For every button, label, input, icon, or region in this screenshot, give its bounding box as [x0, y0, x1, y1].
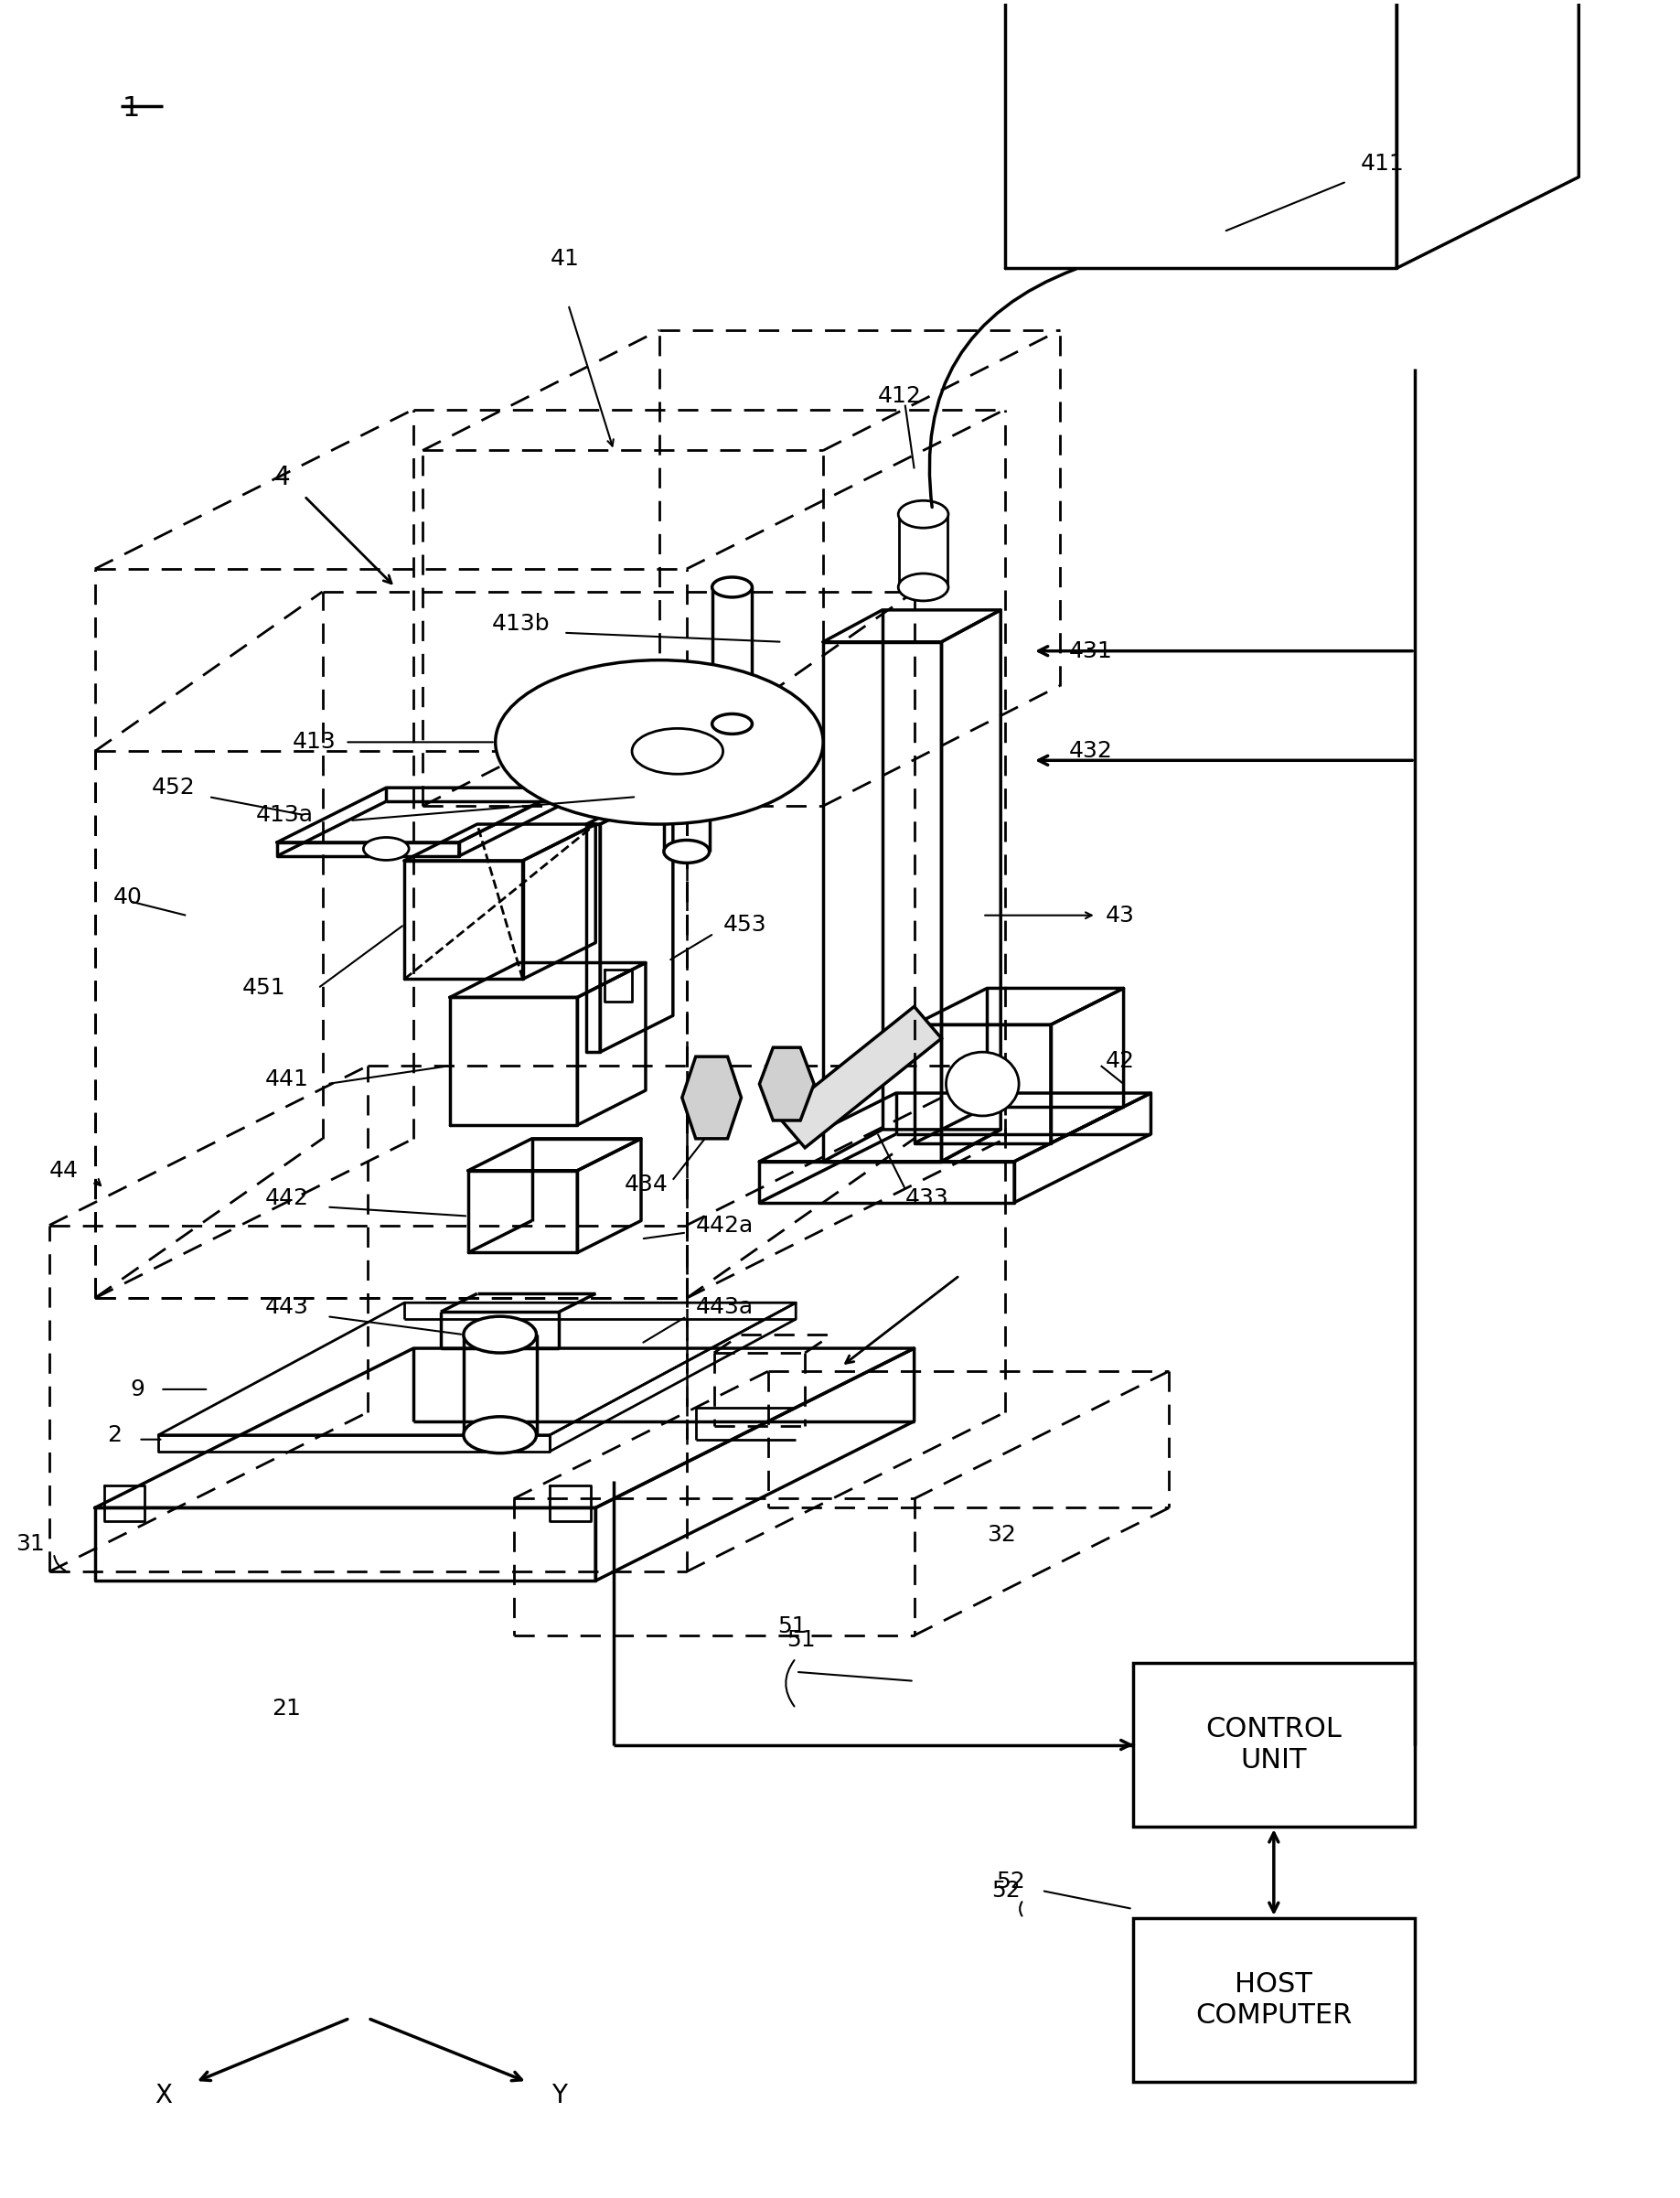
- Text: 44: 44: [49, 1161, 79, 1183]
- Text: 42: 42: [1105, 1051, 1134, 1073]
- Text: 452: 452: [151, 776, 195, 798]
- Text: 9: 9: [131, 1378, 144, 1400]
- Ellipse shape: [464, 1317, 536, 1352]
- Text: 411: 411: [1361, 152, 1404, 174]
- Text: 443: 443: [265, 1297, 309, 1319]
- Text: 413: 413: [292, 732, 336, 754]
- Text: 412: 412: [877, 385, 922, 407]
- Ellipse shape: [712, 578, 753, 598]
- Ellipse shape: [632, 728, 722, 774]
- Text: Y: Y: [551, 2084, 566, 2108]
- Polygon shape: [778, 1007, 941, 1147]
- Text: X: X: [155, 2084, 171, 2108]
- Text: 433: 433: [906, 1187, 949, 1209]
- Text: 431: 431: [1068, 640, 1112, 662]
- Ellipse shape: [946, 1053, 1018, 1117]
- Text: 434: 434: [625, 1174, 669, 1196]
- Text: 43: 43: [1105, 903, 1134, 925]
- Text: 40: 40: [113, 886, 143, 908]
- Text: 31: 31: [15, 1534, 45, 1556]
- Ellipse shape: [899, 574, 948, 600]
- Text: 441: 441: [265, 1068, 309, 1090]
- Text: 2: 2: [108, 1424, 123, 1446]
- Text: 451: 451: [242, 978, 286, 1000]
- Text: 413a: 413a: [255, 804, 314, 826]
- Text: 51: 51: [786, 1629, 816, 1651]
- Text: 21: 21: [272, 1697, 301, 1719]
- Text: 442a: 442a: [696, 1213, 754, 1235]
- Text: 443a: 443a: [696, 1297, 753, 1319]
- Text: 52: 52: [996, 1870, 1025, 1892]
- Text: 1: 1: [123, 95, 139, 121]
- Text: 413b: 413b: [492, 613, 549, 635]
- Ellipse shape: [363, 837, 408, 859]
- Text: 52: 52: [991, 1879, 1021, 1901]
- Text: 41: 41: [549, 248, 580, 270]
- Text: 442: 442: [265, 1187, 309, 1209]
- Text: 32: 32: [988, 1523, 1016, 1545]
- Ellipse shape: [496, 659, 823, 824]
- Text: HOST
COMPUTER: HOST COMPUTER: [1196, 1972, 1352, 2029]
- Ellipse shape: [712, 714, 753, 734]
- Ellipse shape: [899, 501, 948, 528]
- Polygon shape: [1132, 1662, 1415, 1827]
- Text: 4: 4: [274, 466, 291, 490]
- Text: 51: 51: [778, 1616, 806, 1638]
- Ellipse shape: [664, 840, 709, 864]
- Polygon shape: [682, 1057, 741, 1139]
- Polygon shape: [759, 1048, 815, 1121]
- Ellipse shape: [464, 1418, 536, 1453]
- Text: 453: 453: [722, 914, 766, 936]
- Text: CONTROL
UNIT: CONTROL UNIT: [1206, 1717, 1342, 1774]
- Text: 432: 432: [1068, 741, 1112, 763]
- Polygon shape: [1132, 1919, 1415, 2082]
